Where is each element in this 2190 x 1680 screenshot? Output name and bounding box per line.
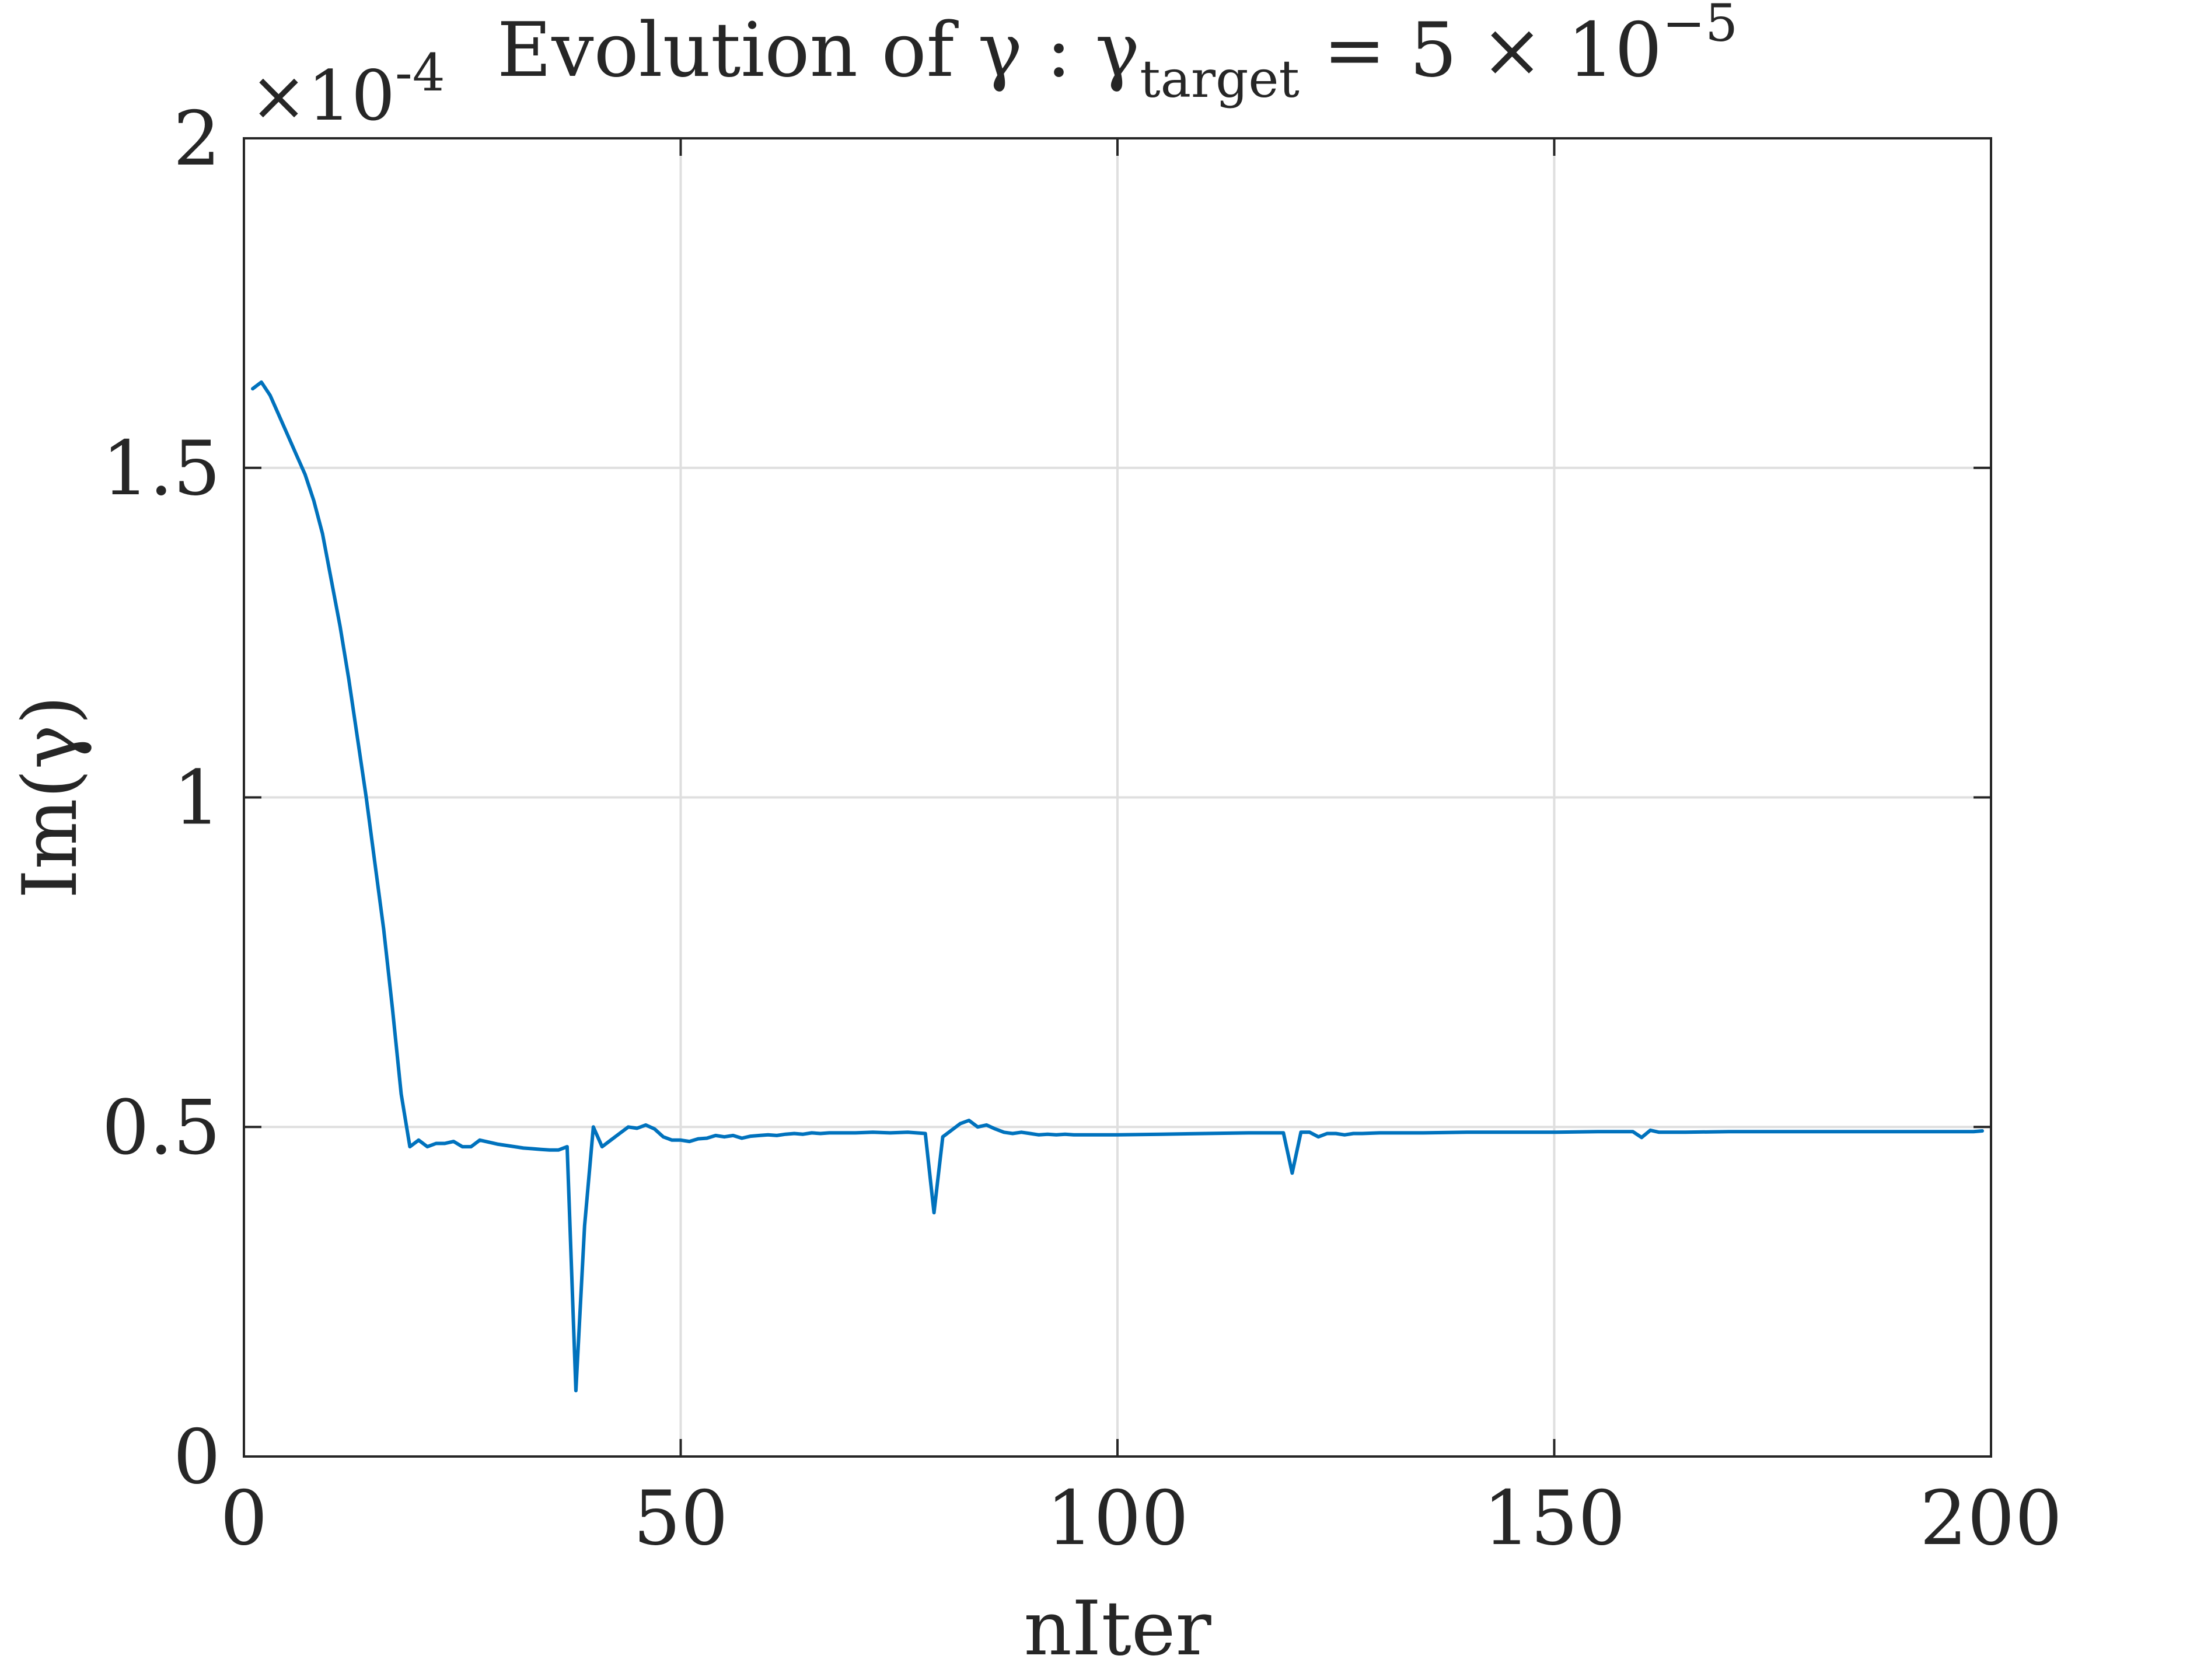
y-tick-label: 1 <box>173 755 221 842</box>
y-axis-exponent-power: -4 <box>395 43 445 103</box>
x-tick-label: 200 <box>1920 1475 2062 1562</box>
series-layer <box>251 380 1984 1393</box>
x-tick-label: 0 <box>220 1475 267 1562</box>
y-tick-label: 2 <box>173 96 221 183</box>
y-tick-label: 0 <box>173 1414 221 1501</box>
x-tick-label: 150 <box>1483 1475 1625 1562</box>
grid-lines <box>244 138 1991 1457</box>
chart-title-prefix: Evolution of γ : γ <box>497 7 1140 94</box>
series-line <box>251 380 1984 1393</box>
chart-title-exponent: −5 <box>1662 0 1738 53</box>
y-axis-exponent-base: ×10 <box>250 55 395 136</box>
tick-marks <box>243 137 1992 1458</box>
y-tick-label: 1.5 <box>102 425 221 512</box>
chart-title: Evolution of γ : γtarget = 5 × 10−5 <box>497 0 1738 109</box>
chart-title-suffix: = 5 × 10 <box>1300 7 1662 94</box>
chart-title-subscript: target <box>1140 49 1300 109</box>
y-tick-label: 0.5 <box>102 1084 221 1171</box>
y-axis-exponent: ×10-4 <box>250 43 445 136</box>
x-tick-label: 100 <box>1046 1475 1189 1562</box>
x-axis-label: nIter <box>1024 1585 1211 1672</box>
y-axis-label: Im(γ) <box>7 696 94 899</box>
tick-labels: 0 50 100 150 200 0 0.5 1 1.5 2 <box>102 96 2062 1562</box>
x-tick-label: 50 <box>633 1475 728 1562</box>
